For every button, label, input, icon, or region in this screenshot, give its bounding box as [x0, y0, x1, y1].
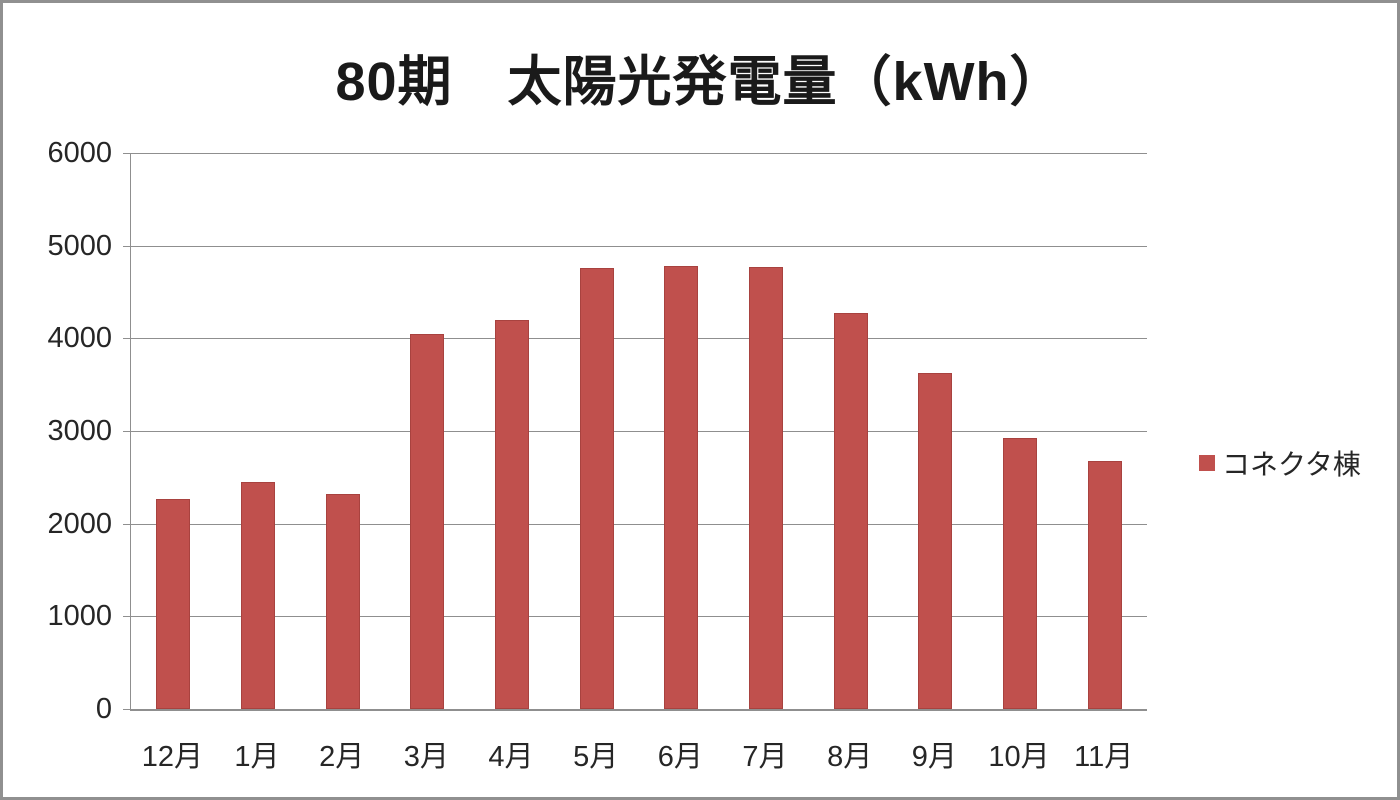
y-axis-label: 1000	[47, 600, 112, 633]
y-axis-tick	[123, 616, 131, 618]
y-axis-label: 0	[95, 693, 112, 725]
legend: コネクタ棟	[1199, 443, 1361, 483]
y-axis-label: 2000	[47, 507, 112, 540]
x-axis-label: 5月	[573, 741, 619, 773]
bar	[1087, 460, 1122, 709]
x-axis-label: 2月	[319, 741, 365, 773]
bar	[495, 319, 529, 709]
legend-label: コネクタ棟	[1222, 449, 1361, 480]
x-axis-label: 6月	[657, 741, 703, 773]
gridline	[131, 338, 1147, 340]
x-axis-label: 8月	[827, 741, 873, 773]
y-axis-tick	[123, 431, 131, 432]
y-axis-tick	[123, 523, 131, 525]
bar	[156, 498, 191, 709]
x-axis-label: 11月	[1074, 741, 1134, 773]
bar	[918, 372, 953, 709]
x-axis-label: 12月	[141, 741, 203, 773]
x-axis-label: 10月	[988, 741, 1050, 773]
gridline	[131, 245, 1147, 247]
y-axis-label: 5000	[47, 229, 112, 262]
bar	[325, 494, 360, 709]
bar	[241, 481, 275, 709]
bar	[410, 333, 445, 709]
y-axis-label: 4000	[47, 322, 112, 355]
x-axis-label: 1月	[234, 741, 280, 773]
bar	[833, 313, 868, 709]
x-axis-label: 3月	[403, 741, 449, 773]
legend-marker-icon	[1199, 455, 1215, 471]
bar	[1003, 437, 1037, 709]
x-axis-label: 7月	[742, 741, 788, 773]
gridline	[131, 153, 1147, 154]
bar	[664, 266, 699, 709]
bar	[749, 266, 783, 709]
gridline	[131, 431, 1147, 432]
chart-title: 80期 太陽光発電量（kWh）	[335, 52, 1065, 112]
x-axis-label: 4月	[488, 741, 534, 773]
plot-area	[123, 153, 1147, 711]
y-axis-tick	[123, 153, 131, 154]
y-axis-tick	[123, 245, 131, 247]
y-axis-label: 3000	[47, 415, 112, 447]
bar	[579, 267, 614, 709]
y-axis-tick	[123, 709, 131, 710]
gridline	[131, 523, 1147, 525]
gridline	[131, 616, 1147, 618]
y-axis-label: 6000	[47, 137, 112, 169]
x-axis-label: 9月	[911, 741, 957, 773]
y-axis-tick	[123, 338, 131, 340]
